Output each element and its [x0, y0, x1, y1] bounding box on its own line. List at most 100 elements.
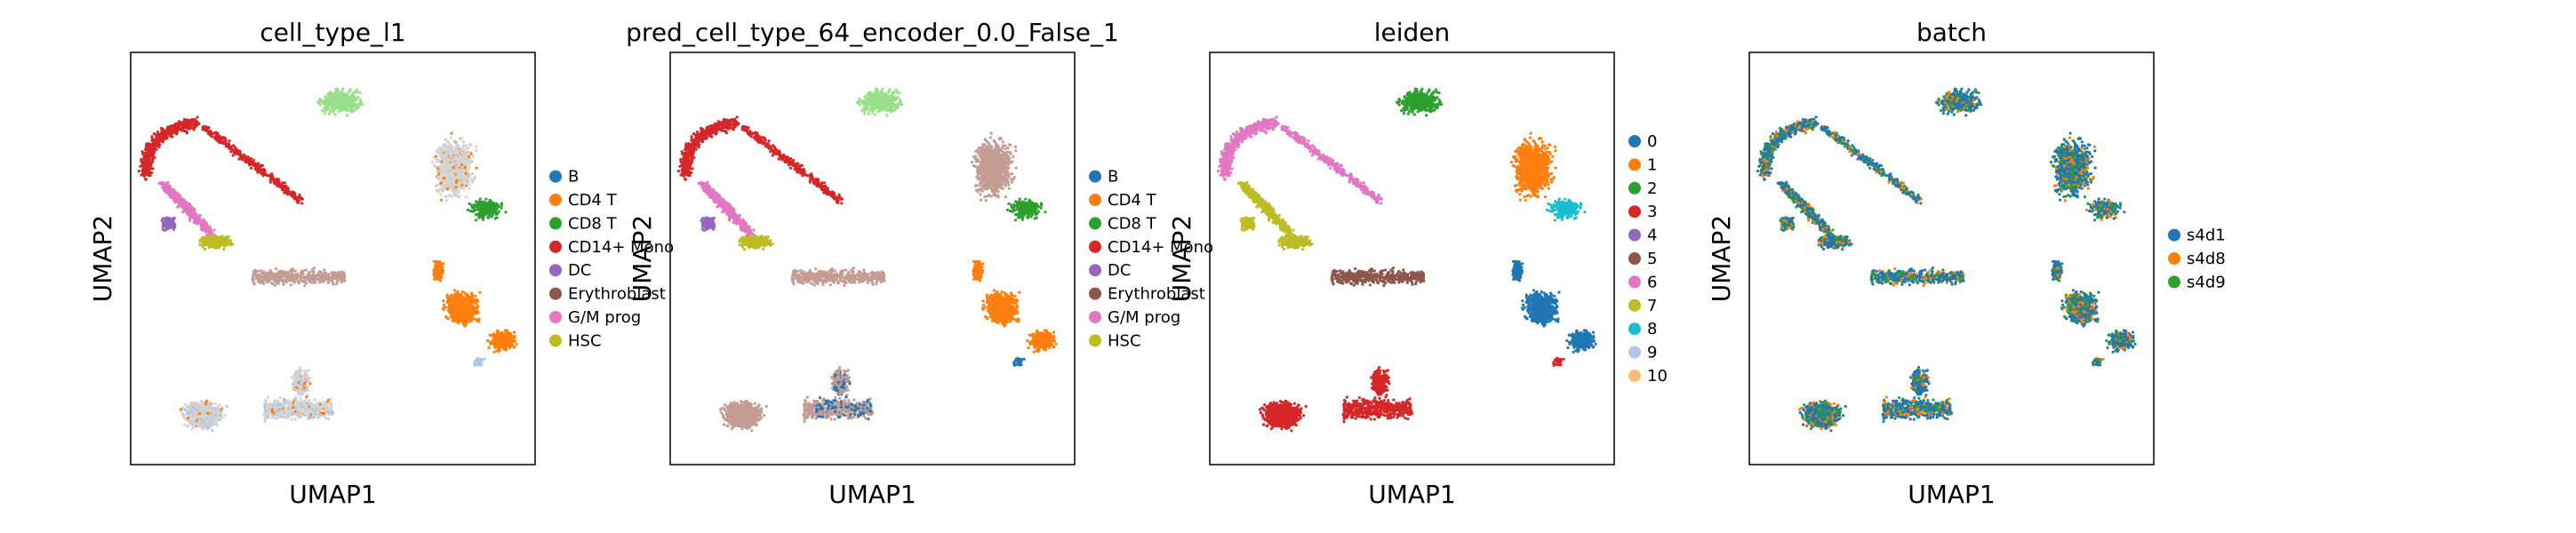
- scatter-point: [171, 128, 173, 131]
- scatter-point: [479, 211, 482, 214]
- scatter-point: [462, 144, 465, 147]
- scatter-point: [317, 278, 320, 281]
- scatter-point: [169, 221, 172, 224]
- scatter-point: [476, 166, 478, 169]
- scatter-point: [263, 169, 266, 171]
- scatter-point: [273, 279, 276, 282]
- scatter-point: [442, 299, 444, 302]
- scatter-point: [323, 268, 325, 271]
- scatter-point: [308, 271, 311, 274]
- scatter-point: [451, 163, 453, 166]
- scatter-point: [332, 100, 334, 103]
- scatter-point: [468, 187, 471, 190]
- scatter-point: [190, 205, 193, 208]
- scatter-point: [434, 165, 436, 168]
- scatter-point: [455, 147, 458, 149]
- scatter-point: [278, 273, 281, 275]
- scatter-point: [232, 154, 235, 156]
- scatter-point: [247, 161, 250, 163]
- scatter-point: [473, 203, 476, 206]
- scatter-point: [144, 158, 147, 161]
- scatter-point: [212, 228, 215, 231]
- scatter-point: [483, 206, 485, 209]
- scatter-point: [471, 206, 474, 209]
- scatter-point: [516, 343, 518, 346]
- scatter-point: [293, 281, 296, 283]
- scatter-point: [270, 172, 273, 175]
- scatter-point: [148, 157, 150, 160]
- scatter-point: [494, 338, 497, 341]
- scatter-point: [476, 207, 479, 210]
- scatter-point: [313, 278, 316, 281]
- scatter-point: [172, 131, 175, 134]
- scatter-point: [166, 216, 169, 219]
- scatter-point: [303, 284, 306, 287]
- scatter-point: [355, 103, 357, 106]
- scatter-point: [196, 214, 198, 217]
- scatter-point: [231, 243, 234, 245]
- scatter-point: [465, 147, 468, 150]
- scatter-point: [486, 339, 489, 342]
- scatter-point: [209, 228, 212, 231]
- scatter-point: [460, 174, 463, 177]
- scatter-point: [247, 157, 250, 160]
- scatter-point: [232, 144, 235, 147]
- scatter-point: [202, 126, 204, 129]
- scatter-point: [340, 94, 342, 97]
- scatter-point: [451, 131, 453, 134]
- scatter-point: [270, 178, 273, 180]
- scatter-point: [144, 163, 147, 166]
- scatter-point: [347, 97, 349, 99]
- scatter-point: [239, 153, 242, 155]
- scatter-point: [462, 187, 465, 190]
- scatter-point: [234, 150, 236, 153]
- scatter-point: [250, 163, 252, 165]
- scatter-points: [138, 88, 518, 433]
- scatter-point: [464, 154, 467, 156]
- scatter-point: [159, 139, 162, 141]
- scatter-point: [263, 172, 266, 175]
- scatter-point: [276, 274, 278, 276]
- scatter-point: [189, 119, 192, 122]
- scatter-point: [487, 203, 490, 205]
- scatter-point: [292, 274, 295, 277]
- scatter-point: [142, 173, 145, 176]
- scatter-point: [340, 270, 343, 273]
- scatter-point: [437, 188, 440, 191]
- scatter-point: [514, 339, 516, 342]
- scatter-point: [238, 149, 241, 152]
- scatter-point: [343, 274, 346, 277]
- scatter-point: [150, 135, 153, 138]
- scatter-point: [450, 154, 452, 156]
- scatter-point: [228, 235, 230, 238]
- scatter-point: [467, 147, 469, 149]
- scatter-point: [491, 211, 493, 213]
- scatter-point: [474, 176, 476, 179]
- scatter-point: [440, 199, 443, 202]
- scatter-point: [470, 319, 473, 322]
- scatter-point: [301, 280, 304, 282]
- scatter-point: [446, 178, 449, 180]
- scatter-point: [493, 351, 496, 354]
- scatter-point: [482, 211, 484, 214]
- scatter-point: [223, 139, 226, 141]
- scatter-point: [444, 180, 446, 183]
- scatter-point: [467, 150, 469, 153]
- scatter-point: [138, 170, 140, 172]
- scatter-point: [439, 153, 442, 155]
- scatter-point: [442, 146, 444, 148]
- scatter-point: [467, 209, 469, 211]
- scatter-point: [444, 315, 447, 318]
- scatter-point: [332, 281, 334, 283]
- scatter-point: [212, 243, 214, 246]
- scatter-point: [302, 269, 305, 272]
- scatter-point: [452, 298, 454, 300]
- scatter-point: [431, 161, 434, 163]
- scatter-point: [188, 123, 191, 126]
- scatter-point: [297, 202, 300, 204]
- scatter-point: [172, 125, 175, 128]
- scatter-point: [453, 320, 456, 322]
- scatter-point: [509, 345, 512, 347]
- scatter-point: [171, 135, 173, 138]
